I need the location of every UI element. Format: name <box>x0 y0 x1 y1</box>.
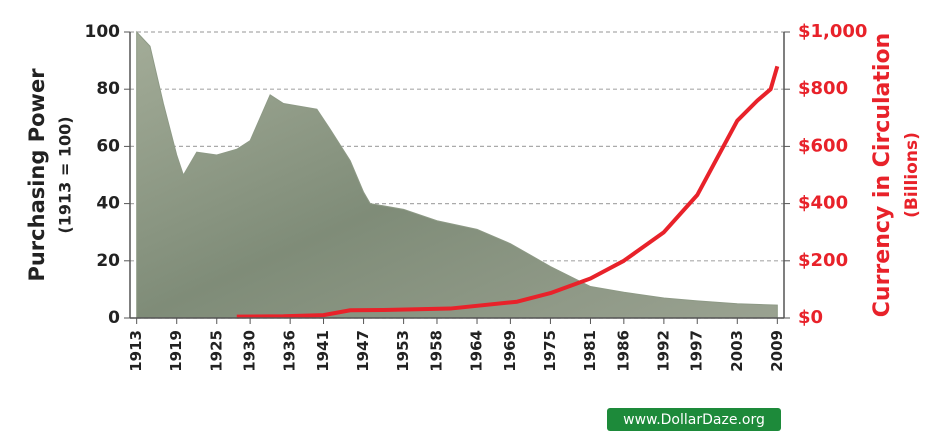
x-tick-label: 1913 <box>127 330 145 372</box>
purchasing-power-area <box>136 30 778 319</box>
y2-tick-label: $1,000 <box>798 21 867 42</box>
y2-tick-label: $0 <box>798 307 823 328</box>
x-tick-label: 1997 <box>688 330 706 372</box>
x-tick-label: 1958 <box>427 330 445 372</box>
y-tick-label: 40 <box>96 194 120 214</box>
y2-axis-subtitle: (Billions) <box>902 132 922 218</box>
x-tick-label: 1919 <box>167 330 185 372</box>
x-tick-label: 1986 <box>614 330 632 372</box>
x-tick-label: 1953 <box>394 330 412 372</box>
y-axis-title: Purchasing Power <box>25 68 49 282</box>
y-tick-label: 100 <box>85 22 121 42</box>
y2-tick-label: $200 <box>798 250 848 271</box>
y-tick-label: 0 <box>108 308 120 328</box>
x-tick-label: 1941 <box>314 330 332 372</box>
x-tick-label: 1947 <box>354 330 372 372</box>
x-tick-label: 1969 <box>501 330 519 372</box>
y-tick-label: 80 <box>96 79 120 99</box>
x-tick-label: 2009 <box>768 330 786 372</box>
x-tick-label: 2003 <box>728 330 746 372</box>
y2-axis-title: Currency in Circulation <box>870 33 895 317</box>
y-tick-label: 20 <box>96 251 120 271</box>
y-axis-subtitle: (1913 = 100) <box>56 116 75 233</box>
x-tick-label: 1981 <box>581 330 599 372</box>
watermark: www.DollarDaze.org <box>623 412 765 428</box>
watermark-box <box>607 408 781 431</box>
x-tick-label: 1930 <box>241 330 259 372</box>
y-tick-label: 60 <box>96 136 120 156</box>
currency-line <box>236 65 780 319</box>
y2-tick-label: $400 <box>798 193 848 214</box>
x-tick-label: 1992 <box>654 330 672 372</box>
y2-tick-label: $800 <box>798 78 848 99</box>
y2-tick-label: $600 <box>798 135 848 156</box>
x-tick-label: 1936 <box>281 330 299 372</box>
x-tick-label: 1964 <box>468 330 486 372</box>
x-tick-label: 1975 <box>541 330 559 372</box>
x-tick-label: 1925 <box>207 330 225 372</box>
